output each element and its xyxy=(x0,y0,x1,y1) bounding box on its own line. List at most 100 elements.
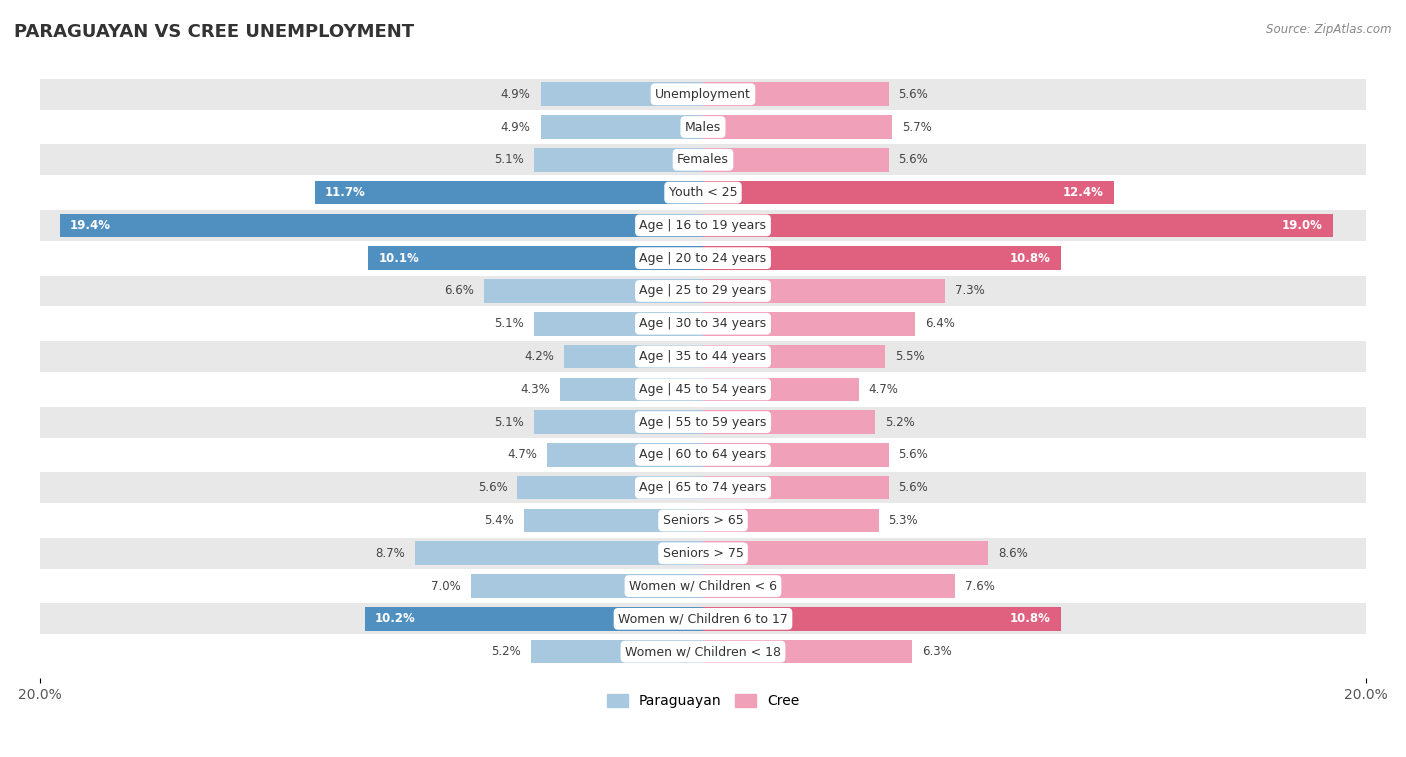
Text: 8.6%: 8.6% xyxy=(998,547,1028,559)
Text: 4.2%: 4.2% xyxy=(524,350,554,363)
Bar xyxy=(703,541,988,565)
Text: 5.4%: 5.4% xyxy=(484,514,515,527)
Bar xyxy=(534,312,703,335)
Bar xyxy=(564,344,703,369)
Text: Women w/ Children < 18: Women w/ Children < 18 xyxy=(626,645,780,658)
Text: 19.0%: 19.0% xyxy=(1282,219,1323,232)
Bar xyxy=(41,176,1365,209)
Text: 5.6%: 5.6% xyxy=(898,448,928,462)
Bar xyxy=(41,275,1365,307)
Text: Age | 65 to 74 years: Age | 65 to 74 years xyxy=(640,481,766,494)
Text: Age | 20 to 24 years: Age | 20 to 24 years xyxy=(640,251,766,265)
Bar xyxy=(315,181,703,204)
Text: 5.1%: 5.1% xyxy=(495,154,524,167)
Text: 5.6%: 5.6% xyxy=(898,88,928,101)
Bar xyxy=(41,504,1365,537)
Bar xyxy=(703,115,891,139)
Bar xyxy=(41,570,1365,603)
Text: 4.3%: 4.3% xyxy=(520,383,551,396)
Bar xyxy=(368,246,703,270)
Text: 4.9%: 4.9% xyxy=(501,88,530,101)
Bar xyxy=(540,115,703,139)
Legend: Paraguayan, Cree: Paraguayan, Cree xyxy=(602,689,804,714)
Bar xyxy=(517,476,703,500)
Bar xyxy=(703,181,1114,204)
Text: 4.7%: 4.7% xyxy=(508,448,537,462)
Text: 8.7%: 8.7% xyxy=(375,547,405,559)
Text: Females: Females xyxy=(678,154,728,167)
Bar xyxy=(703,575,955,598)
Bar xyxy=(41,438,1365,472)
Text: 7.0%: 7.0% xyxy=(432,580,461,593)
Bar xyxy=(41,340,1365,373)
Text: 5.1%: 5.1% xyxy=(495,317,524,330)
Text: 19.4%: 19.4% xyxy=(70,219,111,232)
Bar xyxy=(366,607,703,631)
Text: 5.6%: 5.6% xyxy=(898,481,928,494)
Text: 5.7%: 5.7% xyxy=(901,120,932,133)
Bar xyxy=(703,148,889,172)
Bar xyxy=(41,537,1365,570)
Text: 6.6%: 6.6% xyxy=(444,285,474,298)
Text: 5.2%: 5.2% xyxy=(886,416,915,428)
Bar xyxy=(703,607,1062,631)
Text: Unemployment: Unemployment xyxy=(655,88,751,101)
Bar xyxy=(703,378,859,401)
Bar xyxy=(534,148,703,172)
Text: 5.6%: 5.6% xyxy=(478,481,508,494)
Bar xyxy=(41,143,1365,176)
Text: 10.8%: 10.8% xyxy=(1010,251,1052,265)
Text: 5.2%: 5.2% xyxy=(491,645,520,658)
Text: Seniors > 65: Seniors > 65 xyxy=(662,514,744,527)
Bar xyxy=(540,83,703,106)
Bar xyxy=(41,373,1365,406)
Bar xyxy=(561,378,703,401)
Text: 7.6%: 7.6% xyxy=(965,580,994,593)
Text: 5.5%: 5.5% xyxy=(896,350,925,363)
Bar xyxy=(703,443,889,467)
Bar xyxy=(703,344,886,369)
Text: Seniors > 75: Seniors > 75 xyxy=(662,547,744,559)
Bar xyxy=(484,279,703,303)
Text: PARAGUAYAN VS CREE UNEMPLOYMENT: PARAGUAYAN VS CREE UNEMPLOYMENT xyxy=(14,23,415,41)
Text: 7.3%: 7.3% xyxy=(955,285,984,298)
Bar xyxy=(41,307,1365,340)
Text: 5.6%: 5.6% xyxy=(898,154,928,167)
Bar xyxy=(41,241,1365,275)
Bar xyxy=(41,111,1365,143)
Text: 5.3%: 5.3% xyxy=(889,514,918,527)
Text: Age | 25 to 29 years: Age | 25 to 29 years xyxy=(640,285,766,298)
Text: 6.3%: 6.3% xyxy=(922,645,952,658)
Text: Age | 30 to 34 years: Age | 30 to 34 years xyxy=(640,317,766,330)
Text: 6.4%: 6.4% xyxy=(925,317,955,330)
Bar xyxy=(703,246,1062,270)
Bar xyxy=(703,410,876,434)
Text: Males: Males xyxy=(685,120,721,133)
Text: 10.8%: 10.8% xyxy=(1010,612,1052,625)
Text: 12.4%: 12.4% xyxy=(1063,186,1104,199)
Bar xyxy=(703,640,912,663)
Text: 4.9%: 4.9% xyxy=(501,120,530,133)
Text: Age | 45 to 54 years: Age | 45 to 54 years xyxy=(640,383,766,396)
Bar xyxy=(41,78,1365,111)
Text: Age | 35 to 44 years: Age | 35 to 44 years xyxy=(640,350,766,363)
Bar xyxy=(703,213,1333,237)
Bar xyxy=(41,635,1365,668)
Bar xyxy=(703,476,889,500)
Text: 5.1%: 5.1% xyxy=(495,416,524,428)
Bar xyxy=(703,509,879,532)
Bar xyxy=(41,406,1365,438)
Text: 11.7%: 11.7% xyxy=(325,186,366,199)
Bar xyxy=(534,410,703,434)
Bar xyxy=(530,640,703,663)
Bar xyxy=(703,312,915,335)
Text: 4.7%: 4.7% xyxy=(869,383,898,396)
Bar xyxy=(41,603,1365,635)
Text: Age | 16 to 19 years: Age | 16 to 19 years xyxy=(640,219,766,232)
Bar xyxy=(41,472,1365,504)
Bar xyxy=(60,213,703,237)
Bar xyxy=(547,443,703,467)
Bar xyxy=(524,509,703,532)
Bar xyxy=(471,575,703,598)
Bar xyxy=(41,209,1365,241)
